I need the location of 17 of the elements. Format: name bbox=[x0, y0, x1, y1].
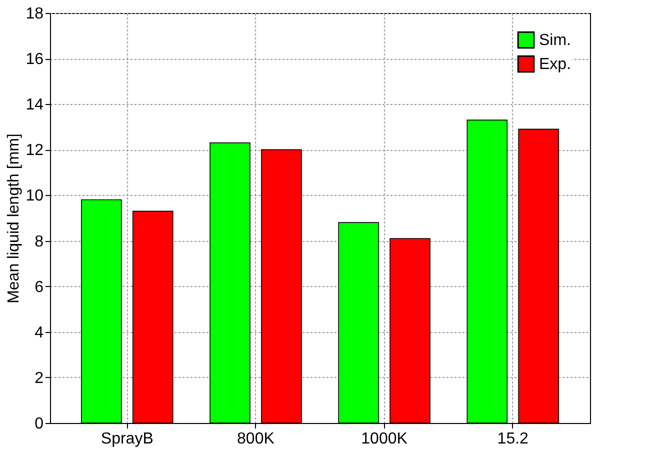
y-tick-label: 0 bbox=[34, 416, 44, 432]
legend-label: Exp. bbox=[539, 56, 572, 73]
legend-label: Sim. bbox=[539, 32, 571, 49]
y-tick-label: 2 bbox=[34, 370, 44, 387]
x-tick-label: 15.2 bbox=[497, 430, 529, 448]
y-tick-label: 4 bbox=[34, 324, 44, 342]
y-tick-label: 18 bbox=[26, 6, 44, 22]
x-tick-label: 800K bbox=[237, 430, 275, 448]
y-tick-label: 8 bbox=[34, 233, 44, 250]
x-tick-label: SprayB bbox=[100, 430, 154, 448]
y-tick-label: 10 bbox=[26, 188, 44, 205]
y-tick-label: 14 bbox=[26, 96, 44, 114]
y-tick-label: 6 bbox=[34, 278, 44, 296]
x-tick-label: 1000K bbox=[361, 430, 408, 448]
y-tick-label: 16 bbox=[26, 51, 44, 68]
y-tick-label: 12 bbox=[26, 142, 44, 160]
y-axis-title: Mean liquid length [mm] bbox=[6, 134, 23, 304]
